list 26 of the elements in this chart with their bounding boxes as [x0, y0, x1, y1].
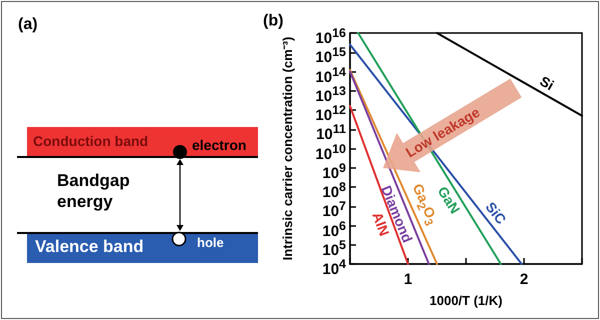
y-tick-label: 10$^{13}$ — [315, 84, 346, 105]
y-tick-label: 10$^{7}$ — [322, 199, 346, 220]
x-tick-label: 1 — [404, 271, 412, 288]
text: Bandgap energy — [57, 170, 131, 212]
y-tick-label: 10$^{12}$ — [315, 103, 346, 124]
text: electron — [192, 137, 246, 153]
y-tick-label: 10$^{6}$ — [322, 218, 346, 240]
text: Conduction band — [33, 133, 148, 149]
y-tick-label: 10$^{8}$ — [322, 180, 346, 201]
y-tick-label: 10$^{4}$ — [322, 257, 346, 278]
y-tick-label: 10$^{14}$ — [315, 64, 346, 86]
x-tick-label: 2 — [520, 271, 528, 288]
y-tick-label: 10$^{9}$ — [322, 160, 346, 182]
text: Valence band — [35, 237, 144, 257]
x-axis-title: 1000/T (1/K) — [430, 293, 502, 308]
y-tick-label: 10$^{10}$ — [315, 142, 346, 162]
y-tick-label: 10$^{16}$ — [315, 25, 346, 47]
chart-title: (b) — [263, 12, 284, 30]
y-tick-label: 10$^{15}$ — [315, 45, 346, 66]
text: Si — [537, 72, 557, 94]
text: (a) — [18, 16, 38, 34]
text: SiC — [482, 199, 510, 228]
y-tick-label: 10$^{5}$ — [322, 238, 346, 259]
y-axis-title: Intrinsic carrier concentration (cm⁻³) — [280, 36, 295, 260]
y-tick-label: 10$^{11}$ — [316, 122, 346, 144]
text: hole — [197, 235, 224, 250]
